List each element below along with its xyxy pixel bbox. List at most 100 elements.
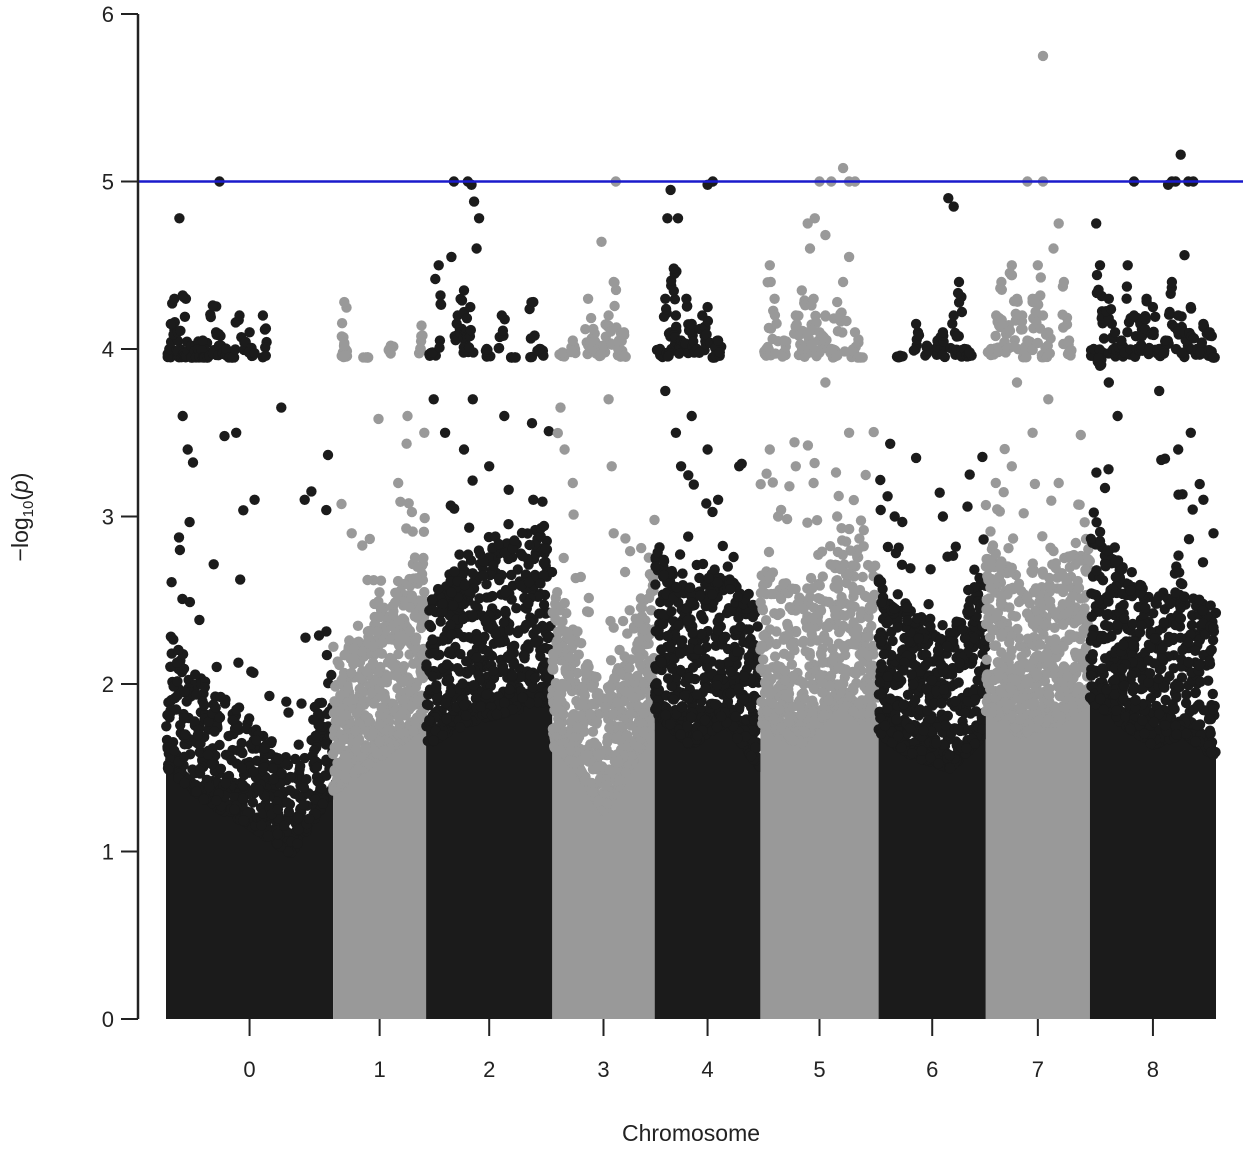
data-point bbox=[198, 794, 210, 805]
data-point bbox=[589, 738, 600, 749]
data-point bbox=[789, 437, 800, 448]
data-point bbox=[346, 667, 357, 679]
data-point bbox=[563, 670, 575, 681]
data-point bbox=[673, 620, 684, 631]
data-point bbox=[171, 657, 183, 668]
data-point bbox=[272, 828, 283, 840]
data-point bbox=[461, 656, 472, 667]
top-hit-point bbox=[439, 427, 451, 438]
data-point bbox=[487, 590, 498, 602]
data-point bbox=[447, 600, 459, 611]
data-point bbox=[651, 702, 662, 713]
data-point bbox=[574, 699, 585, 711]
data-point bbox=[566, 345, 577, 357]
top-hit-point bbox=[177, 410, 188, 422]
data-point bbox=[377, 637, 388, 648]
data-point bbox=[463, 342, 475, 353]
data-point bbox=[608, 622, 619, 633]
top-hit-point bbox=[428, 394, 439, 405]
data-point bbox=[609, 672, 620, 684]
data-point bbox=[467, 568, 478, 579]
chromosome-0-body bbox=[166, 753, 334, 1019]
data-point bbox=[379, 745, 390, 756]
data-point bbox=[649, 514, 660, 526]
data-point bbox=[523, 598, 534, 609]
data-point bbox=[517, 692, 528, 703]
data-point bbox=[497, 325, 509, 336]
data-point bbox=[841, 315, 852, 327]
data-point bbox=[238, 505, 249, 516]
top-hit-point bbox=[416, 320, 427, 331]
top-hit-point bbox=[231, 427, 242, 438]
top-hit-point bbox=[843, 427, 855, 438]
data-point bbox=[774, 663, 785, 674]
data-point bbox=[350, 725, 361, 736]
data-point bbox=[317, 798, 329, 809]
data-point bbox=[671, 582, 682, 593]
data-point bbox=[558, 709, 569, 720]
data-point bbox=[832, 579, 844, 590]
top-hit-point bbox=[555, 402, 566, 413]
data-point bbox=[434, 342, 445, 353]
data-point bbox=[663, 350, 674, 362]
top-hit-point bbox=[402, 410, 413, 422]
top-hit-point bbox=[712, 494, 724, 505]
data-point bbox=[796, 737, 808, 749]
data-point bbox=[981, 654, 992, 665]
data-point bbox=[248, 667, 259, 678]
data-point bbox=[953, 297, 965, 308]
top-hit-point bbox=[244, 327, 255, 338]
data-point bbox=[458, 613, 469, 625]
data-point bbox=[839, 666, 851, 677]
data-point bbox=[419, 586, 430, 598]
data-point bbox=[468, 680, 479, 691]
top-hit-point bbox=[964, 469, 975, 480]
data-point bbox=[535, 578, 546, 589]
data-point bbox=[633, 742, 644, 753]
data-point bbox=[679, 690, 690, 702]
data-point bbox=[675, 729, 686, 740]
top-hit-point bbox=[820, 229, 831, 241]
data-point bbox=[745, 701, 757, 713]
top-hit-point bbox=[662, 213, 673, 224]
data-point bbox=[334, 659, 345, 671]
data-point bbox=[882, 491, 893, 502]
data-point bbox=[873, 574, 885, 585]
data-point bbox=[327, 748, 339, 760]
top-hit-point bbox=[790, 461, 801, 472]
data-point bbox=[273, 753, 284, 765]
data-point bbox=[189, 716, 200, 727]
data-point bbox=[190, 689, 202, 700]
data-point bbox=[357, 540, 368, 551]
data-point bbox=[682, 615, 693, 626]
data-point bbox=[430, 273, 441, 285]
data-point bbox=[161, 721, 172, 732]
data-point bbox=[876, 662, 888, 673]
data-point bbox=[374, 587, 385, 598]
data-point bbox=[957, 624, 968, 635]
data-point bbox=[339, 750, 351, 761]
data-point bbox=[743, 588, 754, 600]
top-hit-point bbox=[843, 251, 855, 263]
data-point bbox=[950, 695, 961, 707]
data-point bbox=[259, 762, 270, 773]
data-point bbox=[876, 597, 887, 608]
data-point bbox=[953, 723, 964, 735]
top-hit-point bbox=[603, 394, 614, 405]
data-point bbox=[937, 349, 948, 361]
data-point bbox=[676, 701, 687, 713]
data-point bbox=[564, 652, 576, 663]
top-hit-point bbox=[249, 494, 260, 505]
top-hit-point bbox=[832, 296, 843, 308]
data-point bbox=[951, 331, 962, 342]
data-point bbox=[683, 470, 694, 481]
data-point bbox=[875, 636, 887, 647]
data-point bbox=[444, 646, 455, 657]
data-point bbox=[326, 669, 337, 681]
chromosome-1-points bbox=[327, 296, 431, 1019]
data-point bbox=[482, 645, 493, 657]
data-point bbox=[848, 706, 859, 717]
data-point bbox=[406, 506, 418, 518]
data-point bbox=[778, 648, 790, 659]
data-point bbox=[432, 583, 444, 595]
